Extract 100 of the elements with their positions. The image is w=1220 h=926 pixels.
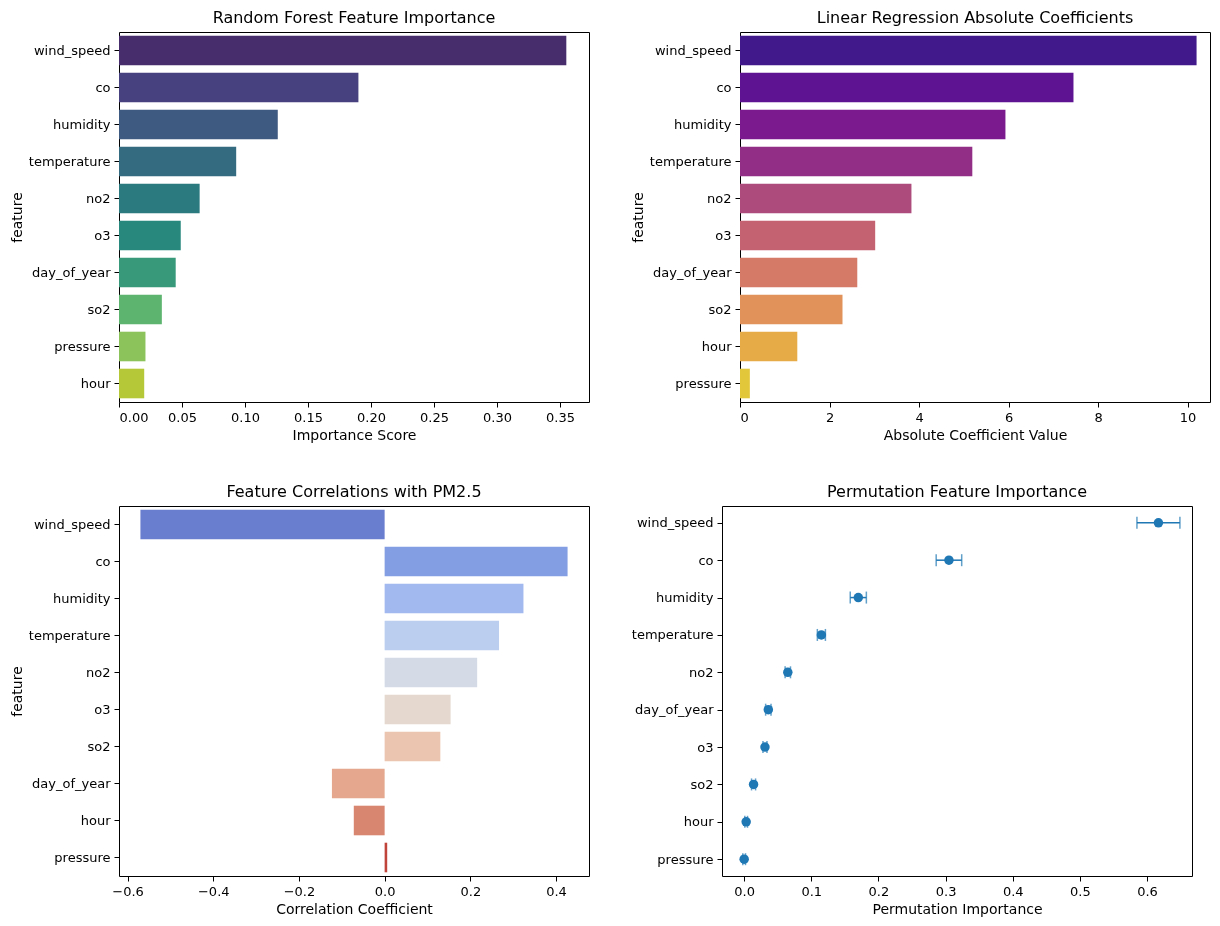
x-tick-label: 0.35 (546, 409, 575, 425)
y-tick-label: o3 (715, 227, 732, 243)
y-tick-label: so2 (87, 301, 111, 317)
x-tick-label: 0.6 (1137, 883, 1158, 899)
bar (384, 731, 441, 762)
y-tick-label: wind_speed (654, 42, 732, 58)
bar (384, 657, 478, 688)
x-tick-label: 0.10 (231, 409, 260, 425)
y-tick-label: temperature (28, 627, 111, 643)
x-tick-label: 0 (740, 409, 749, 425)
y-tick-label: no2 (86, 190, 111, 206)
y-tick-label: wind_speed (636, 515, 714, 531)
y-axis-title: feature (8, 666, 25, 717)
x-tick-label: 2 (825, 409, 835, 425)
bar (331, 768, 385, 799)
bar (740, 331, 798, 362)
y-tick-label: pressure (675, 375, 732, 391)
y-tick-label: co (698, 552, 714, 568)
bar (740, 35, 1197, 66)
x-tick-label: 0.4 (546, 883, 567, 899)
x-tick-label: 0.0 (734, 883, 755, 899)
x-tick-label: 0.30 (483, 409, 512, 425)
x-tick-label: 0.25 (420, 409, 449, 425)
x-tick-label: 0.00 (119, 409, 149, 425)
y-tick-label: so2 (690, 776, 714, 792)
x-axis-title: Permutation Importance (872, 900, 1043, 917)
y-tick-label: hour (80, 375, 112, 391)
y-tick-label: no2 (707, 190, 732, 206)
y-tick-label: day_of_year (32, 775, 112, 791)
bar (740, 257, 858, 288)
bar (740, 220, 876, 251)
bar (119, 146, 237, 177)
bar (384, 583, 524, 614)
bar (740, 72, 1074, 103)
y-tick-label: humidity (53, 116, 111, 132)
x-tick-label: 0.3 (935, 883, 957, 899)
x-tick-label: 6 (1004, 409, 1014, 425)
x-axis-title: Absolute Coefficient Value (883, 426, 1068, 443)
bar (119, 109, 278, 140)
x-tick-label: 0.2 (460, 883, 482, 899)
x-axis-title: Correlation Coefficient (276, 900, 434, 917)
bar (140, 509, 385, 540)
x-tick-label: 0.4 (1002, 883, 1024, 899)
y-tick-label: temperature (28, 153, 111, 169)
x-tick-label: 0.20 (357, 409, 386, 425)
chart-title: Random Forest Feature Importance (212, 8, 496, 27)
point (853, 592, 864, 603)
y-axis-title: feature (8, 192, 25, 243)
y-axis-title: feature (629, 192, 646, 243)
bar (119, 294, 162, 325)
bar (119, 220, 181, 251)
bar (119, 368, 145, 399)
y-tick-label: humidity (656, 590, 714, 606)
y-tick-label: day_of_year (653, 264, 733, 280)
bar (119, 72, 359, 103)
y-tick-label: hour (701, 338, 733, 354)
bar (740, 294, 843, 325)
point (944, 555, 954, 565)
chart-title: Feature Correlations with PM2.5 (226, 482, 482, 501)
bar (384, 620, 500, 651)
bar (740, 109, 1006, 140)
y-tick-label: o3 (94, 701, 111, 717)
bar (119, 257, 176, 288)
bar (740, 146, 973, 177)
bar (740, 368, 750, 399)
y-tick-label: co (95, 79, 111, 95)
bar (384, 694, 451, 725)
bar (119, 183, 200, 214)
y-tick-label: so2 (708, 301, 732, 317)
x-tick-label: −0.2 (283, 883, 316, 899)
x-axis-title: Importance Score (292, 426, 417, 443)
x-tick-label: 0.2 (868, 883, 890, 899)
y-tick-label: co (716, 79, 732, 95)
y-tick-label: wind_speed (33, 42, 111, 58)
y-tick-label: o3 (697, 739, 714, 755)
y-tick-label: no2 (689, 664, 714, 680)
x-tick-label: 0.0 (374, 883, 396, 899)
y-tick-label: humidity (53, 590, 111, 606)
x-tick-label: 0.15 (294, 409, 323, 425)
bar (119, 331, 146, 362)
y-tick-label: pressure (657, 851, 714, 867)
y-tick-label: so2 (87, 738, 111, 754)
bar (353, 805, 385, 836)
y-tick-label: pressure (54, 849, 111, 865)
y-tick-label: pressure (54, 338, 111, 354)
y-tick-label: no2 (86, 664, 111, 680)
y-tick-label: day_of_year (32, 264, 112, 280)
chart-title: Linear Regression Absolute Coefficients (816, 8, 1134, 27)
x-tick-label: 10 (1179, 409, 1197, 425)
bar (119, 35, 567, 66)
x-tick-label: −0.6 (112, 883, 144, 899)
y-tick-label: day_of_year (635, 702, 715, 718)
y-tick-label: co (95, 553, 111, 569)
x-tick-label: 0.05 (168, 409, 197, 425)
y-tick-label: hour (80, 812, 112, 828)
bar (740, 183, 912, 214)
y-tick-label: temperature (649, 153, 732, 169)
y-tick-label: humidity (674, 116, 732, 132)
y-tick-label: hour (683, 814, 715, 830)
y-tick-label: o3 (94, 227, 111, 243)
